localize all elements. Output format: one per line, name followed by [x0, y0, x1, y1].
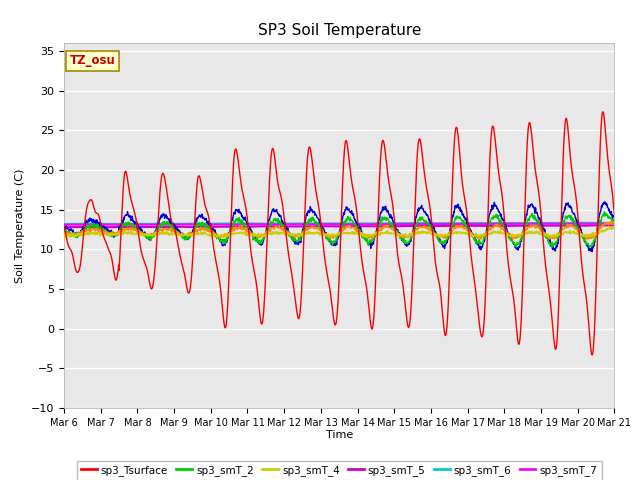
X-axis label: Time: Time [326, 431, 353, 441]
Y-axis label: Soil Temperature (C): Soil Temperature (C) [15, 168, 26, 283]
Text: TZ_osu: TZ_osu [70, 54, 115, 67]
Legend: sp3_Tsurface, sp3_smT_1, sp3_smT_2, sp3_smT_3, sp3_smT_4, sp3_smT_5, sp3_smT_6, : sp3_Tsurface, sp3_smT_1, sp3_smT_2, sp3_… [77, 461, 602, 480]
Title: SP3 Soil Temperature: SP3 Soil Temperature [257, 23, 421, 38]
